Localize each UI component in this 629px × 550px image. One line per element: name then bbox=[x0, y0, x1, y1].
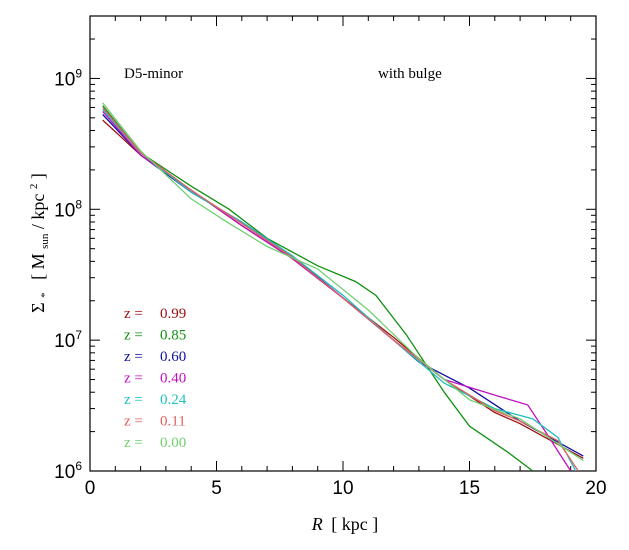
legend-value: 0.99 bbox=[160, 306, 186, 322]
x-tick-labels: 0 5 10 15 20 bbox=[85, 478, 607, 499]
y-axis-label-unit-sub: sun bbox=[39, 233, 51, 249]
series-line-z-0.24 bbox=[102, 108, 577, 471]
annotation-left: D5-minor bbox=[124, 66, 183, 82]
legend-prefix: z = bbox=[124, 328, 143, 344]
y-axis-label-sub: * bbox=[39, 292, 51, 298]
x-tick-label: 0 bbox=[85, 478, 96, 499]
legend-entry: z = 0.00 bbox=[124, 435, 186, 451]
legend: z = 0.99 z = 0.85 z = 0.60 z = 0.40 z = 0.24 z = 0.… bbox=[124, 306, 187, 451]
axis-ticks bbox=[89, 15, 597, 472]
y-axis-label-var: Σ bbox=[28, 302, 48, 312]
series-line-z-0.11 bbox=[102, 107, 579, 471]
legend-entry: z = 0.40 bbox=[124, 371, 186, 387]
y-tick-label-base: 10 bbox=[54, 462, 75, 483]
legend-prefix: z = bbox=[124, 435, 143, 451]
legend-value: 0.85 bbox=[160, 328, 186, 344]
x-axis-label: R [ kpc ] bbox=[311, 514, 378, 534]
legend-entry: z = 0.11 bbox=[124, 414, 186, 430]
y-axis-label-unit-open: [ M bbox=[28, 253, 48, 280]
legend-prefix: z = bbox=[124, 371, 143, 387]
y-tick-label: 108 bbox=[54, 197, 82, 221]
legend-entry: z = 0.24 bbox=[124, 392, 187, 408]
legend-prefix: z = bbox=[124, 349, 143, 365]
series-layer bbox=[102, 102, 584, 471]
y-axis-label-unit-sup: 2 bbox=[28, 184, 40, 190]
y-axis-label-unit-mid: / kpc bbox=[28, 194, 48, 230]
y-tick-label: 107 bbox=[54, 328, 82, 352]
legend-value: 0.24 bbox=[160, 392, 187, 408]
annotation-right: with bulge bbox=[378, 66, 442, 82]
legend-value: 0.40 bbox=[160, 371, 186, 387]
x-axis-label-var: R bbox=[311, 514, 323, 534]
legend-entry: z = 0.99 bbox=[124, 306, 186, 322]
x-tick-label: 20 bbox=[585, 478, 606, 499]
legend-value: 0.00 bbox=[160, 435, 186, 451]
legend-value: 0.60 bbox=[160, 349, 186, 365]
series-line-z-0.85 bbox=[102, 105, 534, 471]
legend-value: 0.11 bbox=[160, 414, 186, 430]
x-tick-label: 10 bbox=[332, 478, 353, 499]
y-tick-label-base: 10 bbox=[54, 200, 75, 221]
legend-prefix: z = bbox=[124, 392, 143, 408]
legend-prefix: z = bbox=[124, 414, 143, 430]
x-axis-label-unit: [ kpc ] bbox=[331, 514, 378, 534]
x-tick-label: 15 bbox=[459, 478, 480, 499]
y-tick-label-exp: 8 bbox=[75, 197, 82, 211]
y-axis-label: Σ * [ M sun / kpc 2 ] bbox=[21, 173, 52, 313]
y-tick-label-base: 10 bbox=[54, 69, 75, 90]
legend-prefix: z = bbox=[124, 306, 143, 322]
y-tick-label-exp: 9 bbox=[75, 66, 82, 80]
svg-text:Σ * [ M sun: Σ * [ M sun / kpc 2 ] bbox=[21, 173, 52, 313]
y-tick-label-base: 10 bbox=[54, 331, 75, 352]
y-tick-label-exp: 6 bbox=[75, 459, 82, 473]
y-tick-label-exp: 7 bbox=[75, 328, 82, 342]
y-axis-label-unit-close: ] bbox=[28, 173, 48, 179]
y-tick-label: 109 bbox=[54, 66, 82, 90]
legend-entry: z = 0.85 bbox=[124, 328, 186, 344]
y-tick-label: 106 bbox=[54, 459, 82, 483]
series-line-z-0.00 bbox=[102, 102, 584, 462]
x-tick-label: 5 bbox=[211, 478, 222, 499]
legend-entry: z = 0.60 bbox=[124, 349, 186, 365]
